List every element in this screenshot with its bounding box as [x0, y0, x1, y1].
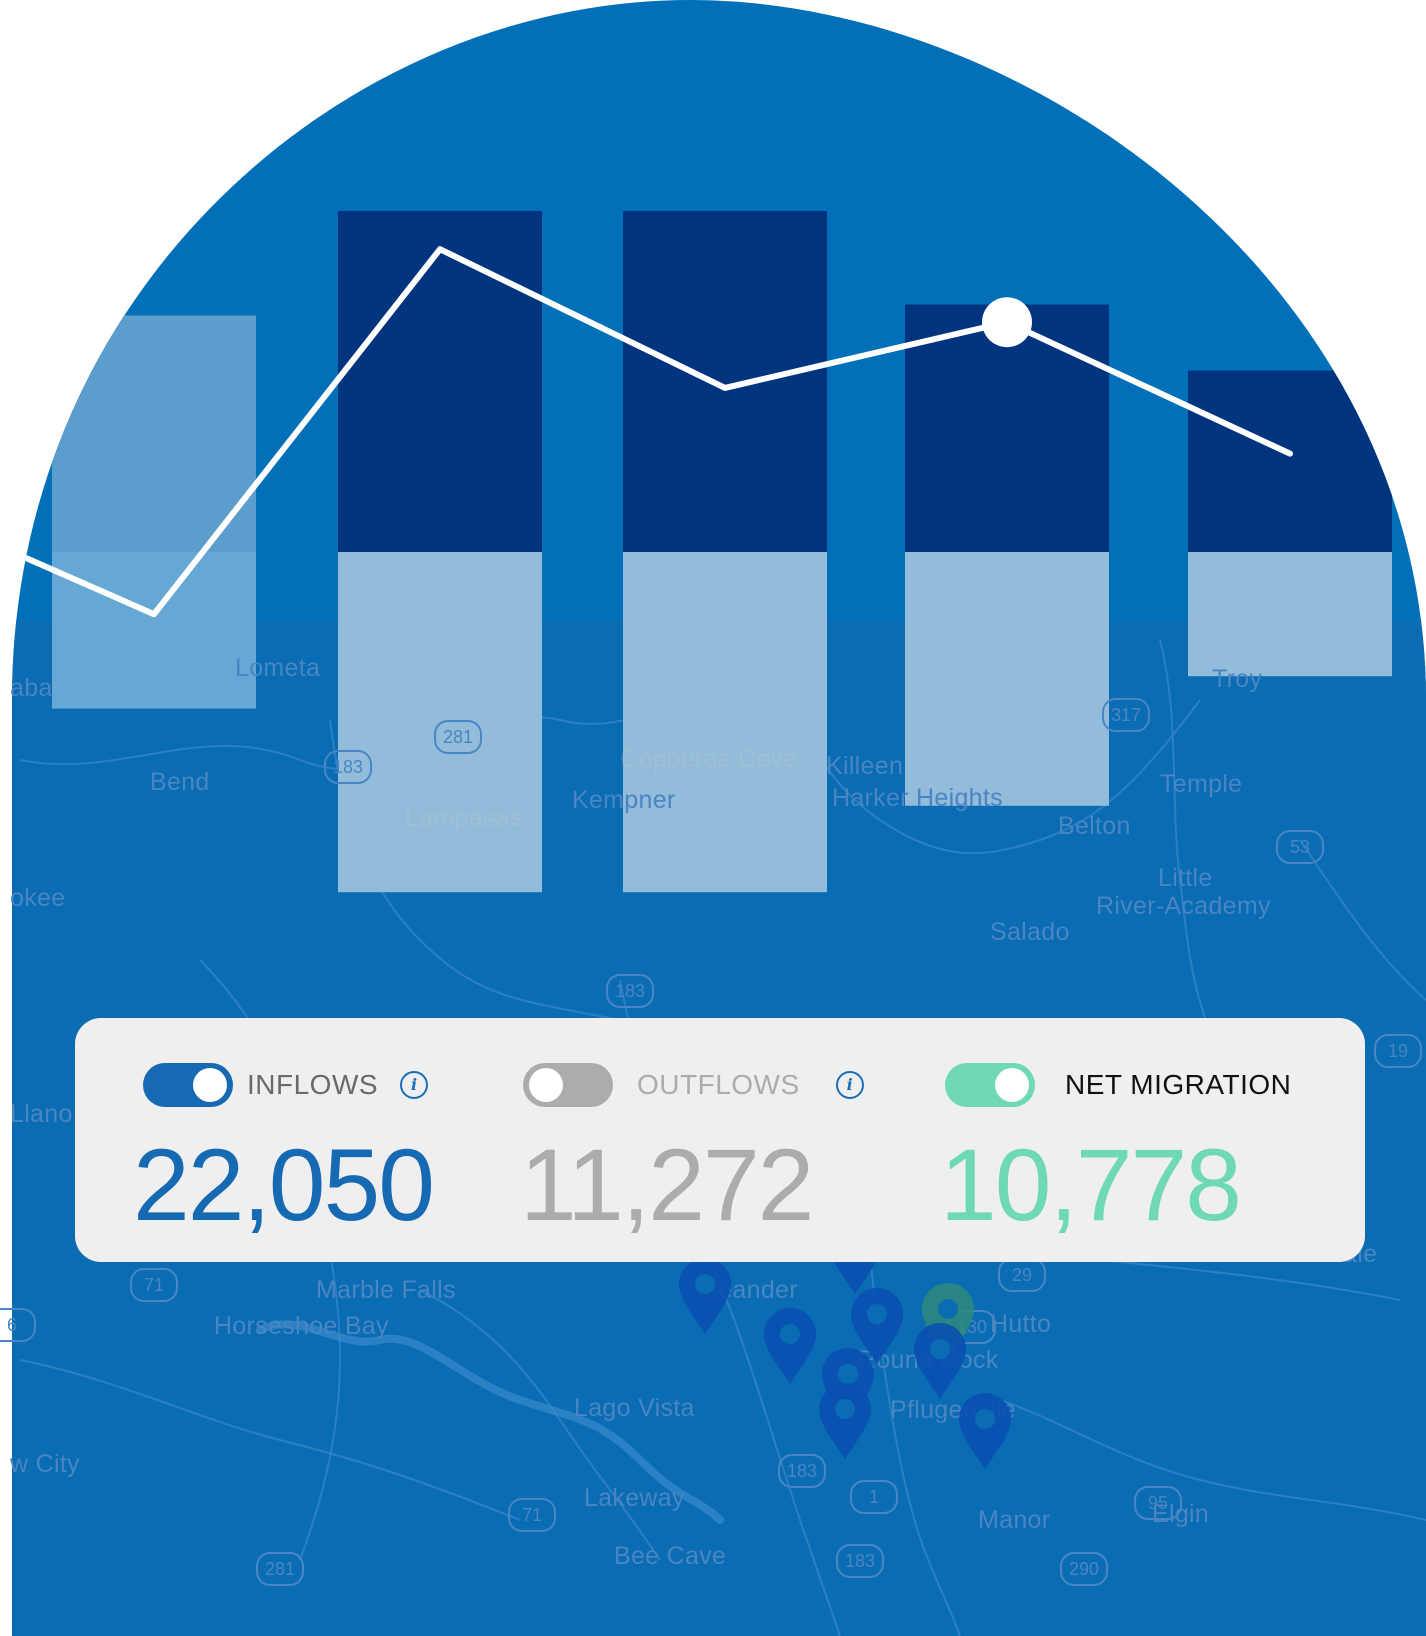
- route-shield: 6: [0, 1308, 36, 1342]
- route-shield: 95: [1134, 1486, 1182, 1520]
- route-shield: 71: [508, 1498, 556, 1532]
- map-place-label: okee: [10, 884, 66, 912]
- map-place-label: Leander: [704, 1276, 798, 1304]
- map-place-label: Lakeway: [584, 1484, 685, 1512]
- map-place-label: Belton: [1058, 812, 1131, 840]
- net-migration-label: NET MIGRATION: [1065, 1069, 1292, 1100]
- bar-upper-3: [623, 211, 827, 552]
- map-place-label: Hutto: [990, 1310, 1052, 1338]
- line-layer: [23, 246, 1293, 618]
- trend-line: [23, 246, 1293, 618]
- route-shield: 183: [606, 974, 654, 1008]
- route-shield: 29: [998, 1258, 1046, 1292]
- map-place-label: Temple: [1160, 770, 1243, 798]
- map-place-label: Bend: [150, 768, 210, 796]
- route-shield: 183: [836, 1544, 884, 1578]
- map-place-label: Harker Heights: [832, 784, 1003, 812]
- map-place-label: Bee Cave: [614, 1542, 727, 1570]
- map-place-label: Llano: [10, 1100, 73, 1128]
- outflows-toggle-knob: [529, 1068, 563, 1102]
- inflows-info-icon[interactable]: i: [400, 1071, 429, 1099]
- bar-lower-5: [1188, 552, 1392, 677]
- bar-lower-1: [52, 552, 256, 709]
- bar-upper-1-highlight: [52, 315, 256, 552]
- route-shield: 183: [324, 750, 372, 784]
- inflows-value: 22,050: [133, 1128, 435, 1242]
- map-place-label: Pflugerville: [890, 1396, 1016, 1424]
- route-shield: 130: [948, 1310, 996, 1344]
- stats-card: INFLOWS i 22,050 OUTFLOWS i 11,272 NET M…: [75, 1018, 1365, 1262]
- bars-layer: [52, 211, 1392, 893]
- lake-shape: [256, 1320, 724, 1524]
- route-shield: 317: [1102, 698, 1150, 732]
- map-place-label: Round Rock: [858, 1346, 999, 1374]
- bar-upper-2: [338, 211, 542, 552]
- outflows-header: OUTFLOWS i: [523, 1062, 864, 1108]
- map-place-label: Lampasas: [405, 804, 523, 832]
- net-migration-value: 10,778: [940, 1128, 1242, 1242]
- outflows-value: 11,272: [520, 1128, 814, 1242]
- map-place-label: w City: [10, 1450, 80, 1478]
- map-place-label: Horseshoe Bay: [214, 1312, 389, 1340]
- map-place-label: Manor: [978, 1506, 1051, 1534]
- route-shield: 281: [256, 1552, 304, 1586]
- inflows-header: INFLOWS i: [143, 1062, 429, 1108]
- map-place-label: Troy: [1212, 665, 1263, 693]
- inflows-toggle-knob: [193, 1068, 227, 1102]
- map-place-label: Kempner: [572, 786, 676, 814]
- outflows-toggle[interactable]: [523, 1063, 613, 1107]
- route-shield: 183: [778, 1454, 826, 1488]
- map-place-label: Killeen: [826, 752, 904, 780]
- map-place-label: Salado: [990, 918, 1070, 946]
- route-shield: 19: [1374, 1034, 1422, 1068]
- bar-lower-3: [623, 552, 827, 893]
- map-place-label: Lometa: [235, 654, 321, 682]
- map-place-label: River-Academy: [1096, 892, 1271, 920]
- bar-lower-4: [905, 552, 1109, 806]
- bar-upper-5: [1188, 370, 1392, 552]
- map-place-label: Copperas Cove: [620, 745, 798, 773]
- net-migration-toggle[interactable]: [945, 1063, 1035, 1107]
- route-shield: 53: [1276, 830, 1324, 864]
- map-place-label: Lago Vista: [574, 1394, 695, 1422]
- map-place-label: Marble Falls: [316, 1276, 456, 1304]
- net-migration-header: NET MIGRATION: [945, 1062, 1291, 1108]
- inflows-label: INFLOWS: [247, 1069, 379, 1100]
- outflows-label: OUTFLOWS: [637, 1069, 800, 1100]
- net-migration-toggle-knob: [995, 1068, 1029, 1102]
- route-shield: 1: [850, 1480, 898, 1514]
- map-place-label: Little: [1158, 864, 1213, 892]
- route-shield: 290: [1060, 1552, 1108, 1586]
- inflows-toggle[interactable]: [143, 1063, 233, 1107]
- route-shield: 281: [434, 720, 482, 754]
- map-place-label: aba: [10, 674, 53, 702]
- trend-line-highlight-point[interactable]: [982, 297, 1032, 348]
- route-shield: 71: [130, 1268, 178, 1302]
- outflows-info-icon[interactable]: i: [835, 1071, 864, 1099]
